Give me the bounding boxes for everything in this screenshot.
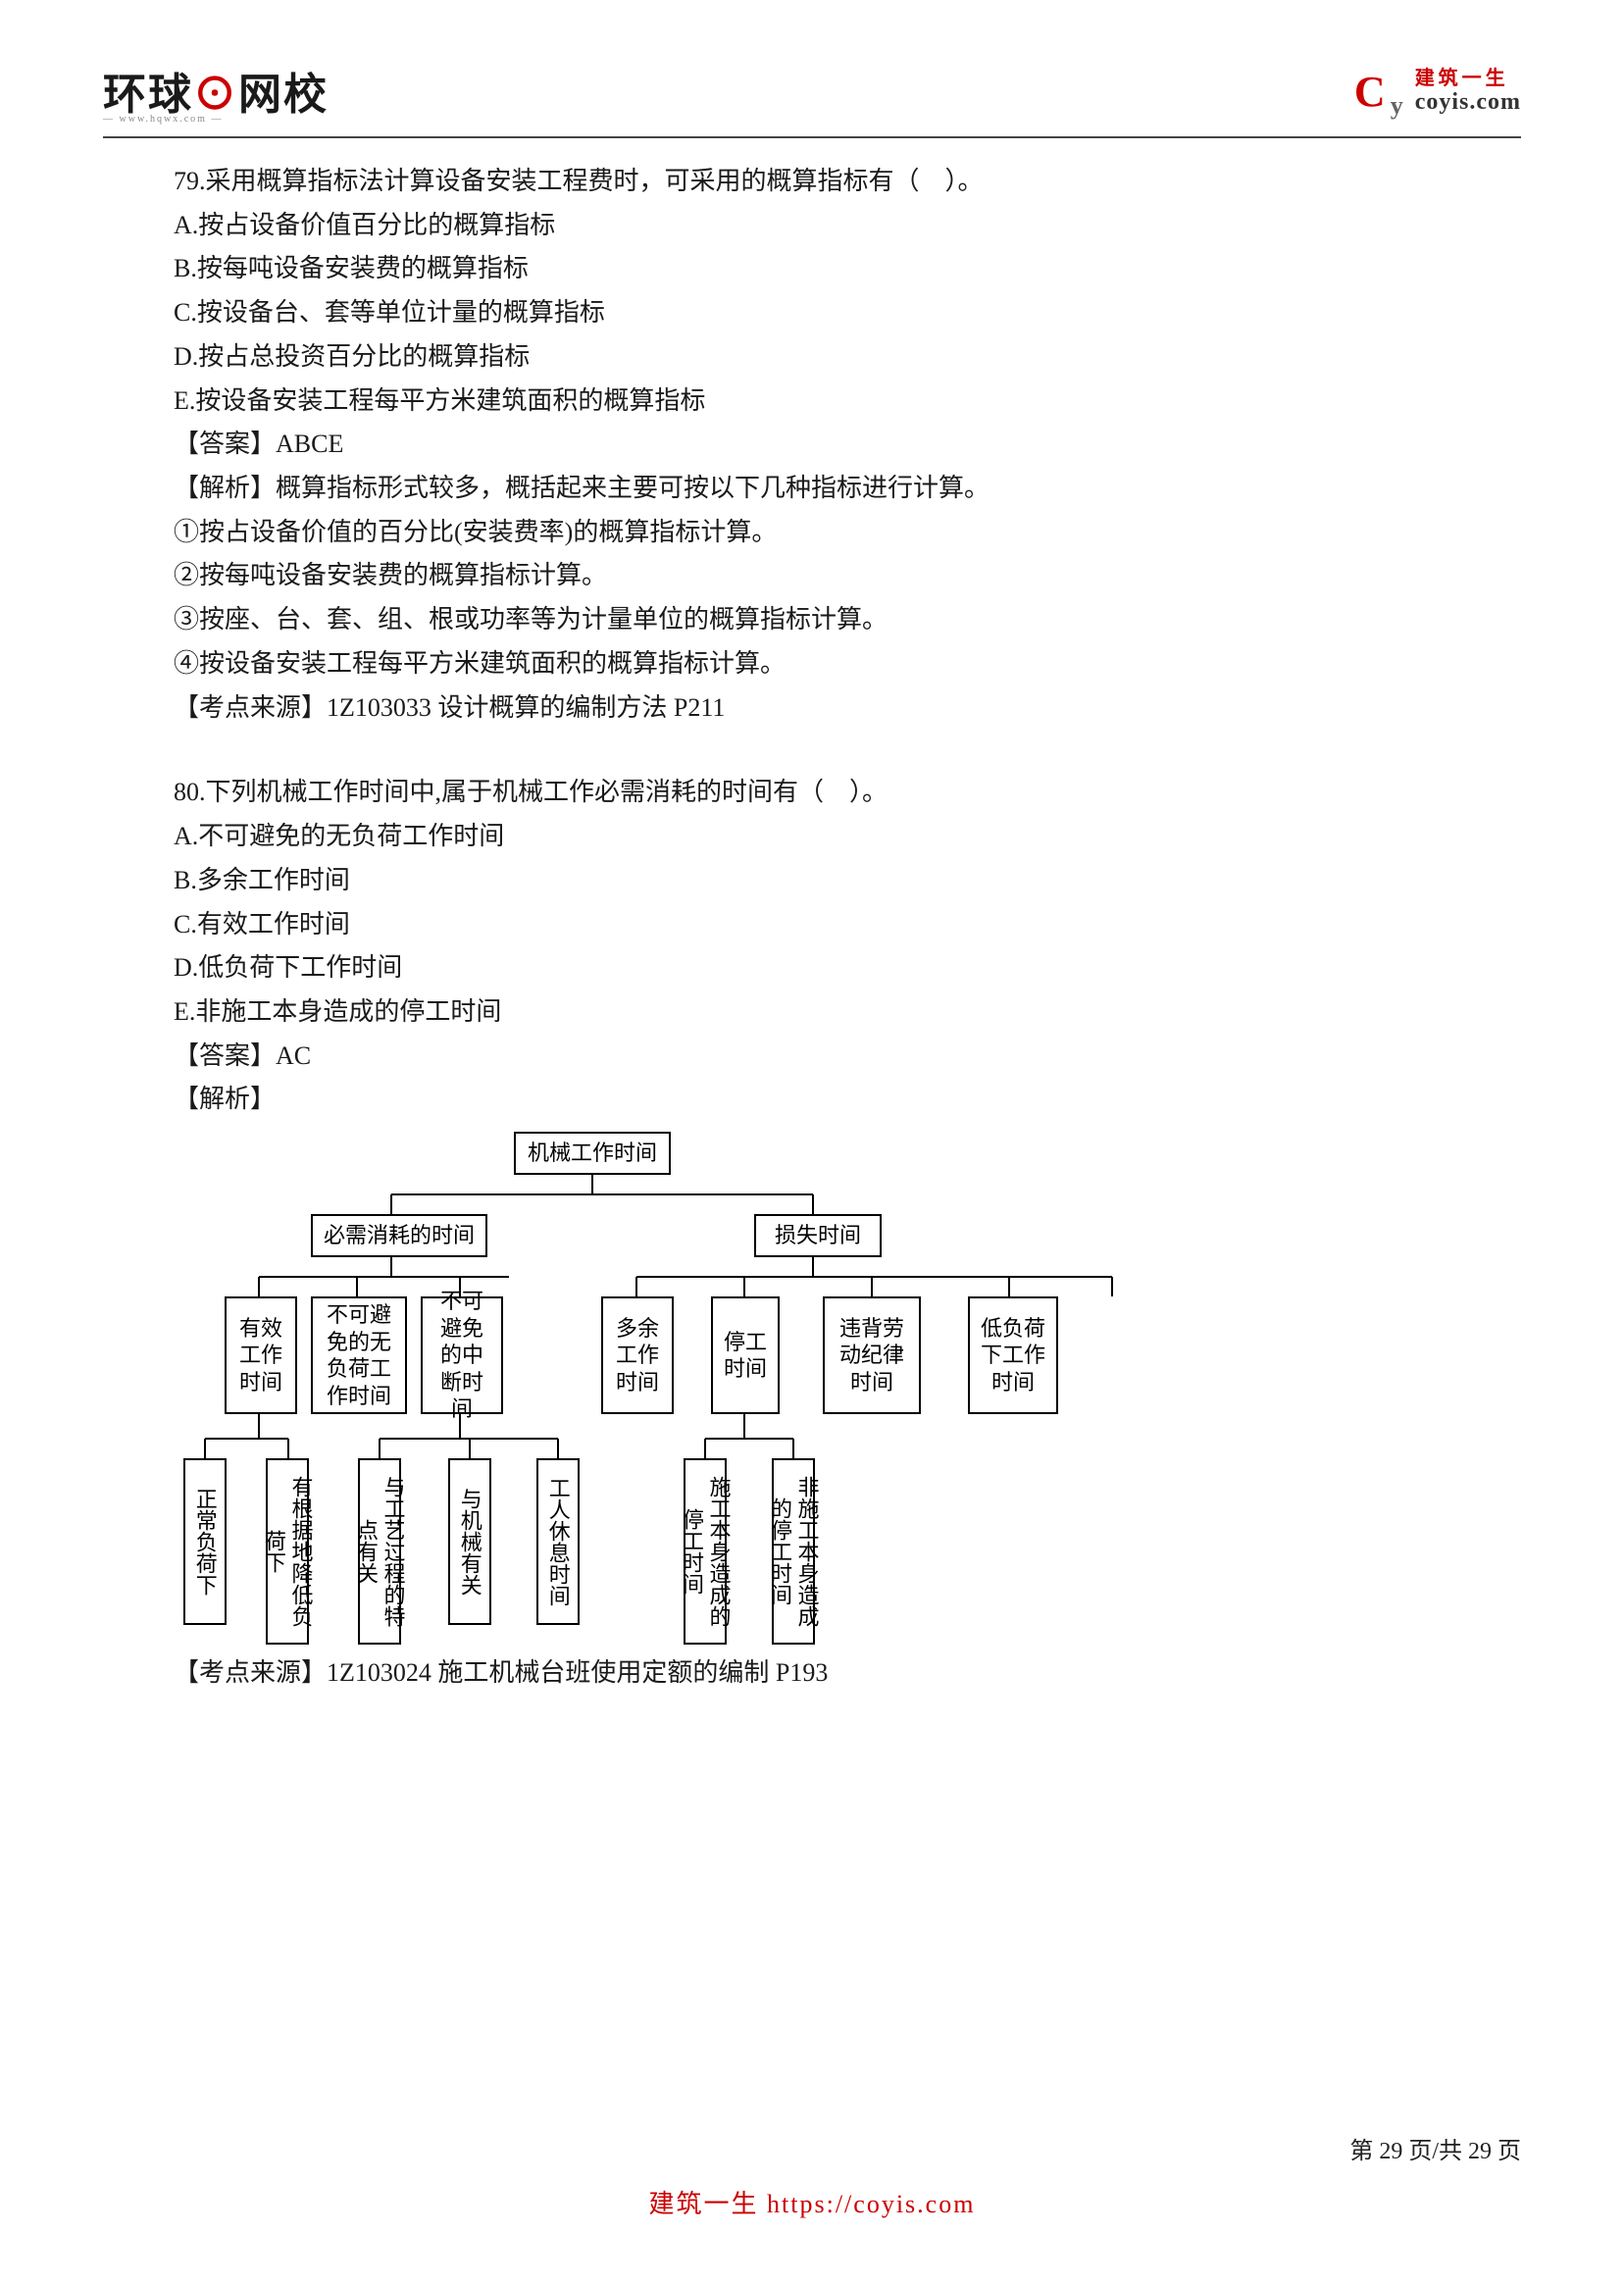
header: 环球⊙网校 — www.hqwx.com — Cy 建筑一生 coyis.com <box>103 59 1521 138</box>
node-l3d: 多余工作时间 <box>601 1296 674 1414</box>
node-l3c: 不可避免的中断时间 <box>421 1296 503 1414</box>
q80-opt-b: B.多余工作时间 <box>174 859 1511 903</box>
q79-opt-a: A.按占设备价值百分比的概算指标 <box>174 204 1511 248</box>
q80-answer: 【答案】AC <box>174 1035 1511 1079</box>
coyis-top: 建筑一生 <box>1415 68 1521 89</box>
node-l4f: 施工本身造成的停工时间 <box>684 1458 727 1645</box>
q80-stem: 80.下列机械工作时间中,属于机械工作必需消耗的时间有（ ）。 <box>174 771 1511 815</box>
node-l3a: 有效工作时间 <box>225 1296 297 1414</box>
node-l3g: 低负荷下工作时间 <box>968 1296 1058 1414</box>
node-l4b: 有根据地降低负荷下 <box>266 1458 309 1645</box>
q80-opt-a: A.不可避免的无负荷工作时间 <box>174 815 1511 859</box>
q80-source: 【考点来源】1Z103024 施工机械台班使用定额的编制 P193 <box>174 1651 1511 1696</box>
q79-opt-e: E.按设备安装工程每平方米建筑面积的概算指标 <box>174 380 1511 424</box>
q79-opt-c: C.按设备台、套等单位计量的概算指标 <box>174 291 1511 335</box>
node-l4e: 工人休息时间 <box>536 1458 580 1625</box>
page: 环球⊙网校 — www.hqwx.com — Cy 建筑一生 coyis.com… <box>0 0 1624 2283</box>
q79-exp-3: ③按座、台、套、组、根或功率等为计量单位的概算指标计算。 <box>174 598 1511 642</box>
node-l4c: 与工艺过程的特点有关 <box>358 1458 401 1645</box>
node-l3f: 违背劳动纪律时间 <box>823 1296 921 1414</box>
q79-exp-0: 【解析】概算指标形式较多，概括起来主要可按以下几种指标进行计算。 <box>174 467 1511 511</box>
q79-source: 【考点来源】1Z103033 设计概算的编制方法 P211 <box>174 686 1511 731</box>
node-l4d: 与机械有关 <box>448 1458 491 1625</box>
q79-exp-1: ①按占设备价值的百分比(安装费率)的概算指标计算。 <box>174 511 1511 555</box>
q80-opt-e: E.非施工本身造成的停工时间 <box>174 990 1511 1035</box>
q79-opt-d: D.按占总投资百分比的概算指标 <box>174 335 1511 380</box>
q79-stem: 79.采用概算指标法计算设备安装工程费时，可采用的概算指标有（ ）。 <box>174 160 1511 204</box>
footer-page-number: 第 29 页/共 29 页 <box>1349 2131 1521 2165</box>
content: 79.采用概算指标法计算设备安装工程费时，可采用的概算指标有（ ）。 A.按占设… <box>103 160 1521 1696</box>
coyis-logo-icon: Cy <box>1354 67 1386 117</box>
coyis-bottom: coyis.com <box>1415 89 1521 115</box>
logo-right: Cy 建筑一生 coyis.com <box>1354 67 1521 117</box>
q79-exp-4: ④按设备安装工程每平方米建筑面积的概算指标计算。 <box>174 642 1511 686</box>
node-l4a: 正常负荷下 <box>183 1458 227 1625</box>
logo-left: 环球⊙网校 — www.hqwx.com — <box>103 59 329 125</box>
q80-opt-c: C.有效工作时间 <box>174 903 1511 947</box>
q79-answer: 【答案】ABCE <box>174 423 1511 467</box>
node-l2a: 必需消耗的时间 <box>311 1214 487 1257</box>
diagram-wrap: 机械工作时间 必需消耗的时间 损失时间 有效工作时间 不可避免的无负荷工作时间 … <box>146 1130 1511 1649</box>
q79-opt-b: B.按每吨设备安装费的概算指标 <box>174 247 1511 291</box>
node-l3b: 不可避免的无负荷工作时间 <box>311 1296 407 1414</box>
logo-left-text: 环球⊙网校 <box>103 59 329 122</box>
tree-diagram: 机械工作时间 必需消耗的时间 损失时间 有效工作时间 不可避免的无负荷工作时间 … <box>146 1130 1215 1649</box>
q80-explanation: 【解析】 <box>174 1078 1511 1122</box>
node-root: 机械工作时间 <box>514 1132 671 1175</box>
node-l4g: 非施工本身造成的停工时间 <box>772 1458 815 1645</box>
node-l3e: 停工时间 <box>711 1296 780 1414</box>
footer-url: 建筑一生 https://coyis.com <box>0 2184 1624 2220</box>
q80-opt-d: D.低负荷下工作时间 <box>174 946 1511 990</box>
q79-exp-2: ②按每吨设备安装费的概算指标计算。 <box>174 554 1511 598</box>
node-l2b: 损失时间 <box>754 1214 882 1257</box>
